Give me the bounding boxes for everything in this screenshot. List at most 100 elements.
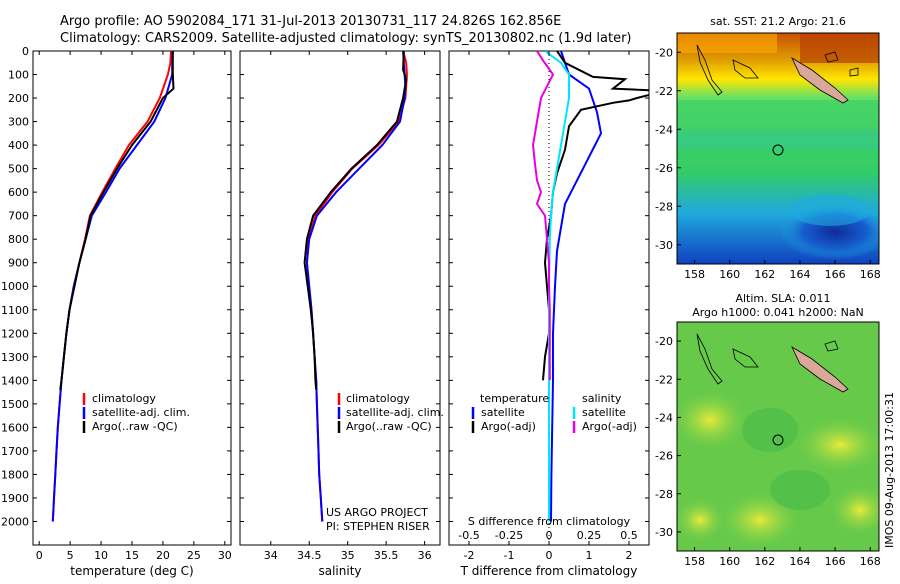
sla-map-ticks: 158 160 162 164 166 168 -20 -22 -24 -26 -28 -30 <box>655 335 881 568</box>
map-y-tick-label: -26 <box>655 162 673 175</box>
depth-tick-label: 100 <box>8 69 29 82</box>
legend-label-argo: Argo(..raw -QC) <box>92 420 178 433</box>
depth-tick-label: 700 <box>8 210 29 223</box>
depth-tick-label: 900 <box>8 257 29 270</box>
x-tick-label: 0 <box>36 549 43 562</box>
legend-label-climatology: climatology <box>346 392 410 405</box>
depth-tick-label: 1900 <box>1 492 29 505</box>
title-line-2: Climatology: CARS2009. Satellite-adjuste… <box>60 31 632 46</box>
depth-tick-label: 300 <box>8 116 29 129</box>
map-x-tick-label: 160 <box>719 555 740 568</box>
sst-map-axes <box>676 32 880 265</box>
depth-tick-label: 1300 <box>1 351 29 364</box>
x-tick-label: 20 <box>156 549 170 562</box>
temperature-xticks: 0 5 10 15 20 25 30 <box>36 51 232 562</box>
argo-location-marker <box>772 144 784 156</box>
map-x-tick-label: 160 <box>719 268 740 281</box>
map-y-tick-label: -22 <box>655 373 673 386</box>
x-tick-label: 5 <box>67 549 74 562</box>
x-tick-label: 2 <box>626 549 633 562</box>
series-line-argo <box>59 51 175 390</box>
x-tick-label: 15 <box>125 549 139 562</box>
depth-tick-label: 1600 <box>1 421 29 434</box>
x-tick-label: 30 <box>218 549 232 562</box>
legend-label-satellite: satellite-adj. clim. <box>92 406 190 419</box>
difference-legend: temperature satellite Argo(-adj) salinit… <box>471 392 637 433</box>
depth-tick-label: 1500 <box>1 398 29 411</box>
depth-tick-label: 500 <box>8 163 29 176</box>
temperature-xlabel: temperature (deg C) <box>70 564 193 578</box>
x-tick-label: -1 <box>504 549 515 562</box>
salinity-xlabel: salinity <box>318 564 361 578</box>
sst-map-image <box>677 33 879 264</box>
legend-label-climatology: climatology <box>92 392 156 405</box>
temperature-legend: climatology satellite-adj. clim. Argo(..… <box>82 392 190 433</box>
legend-heading-temperature: temperature <box>480 392 549 405</box>
x2-tick-label: 0.5 <box>620 529 638 542</box>
sla-map-subtitle: Argo h1000: 0.041 h2000: NaN <box>692 306 864 319</box>
map-y-tick-label: -26 <box>655 450 673 463</box>
x-tick-label: -2 <box>464 549 475 562</box>
difference-lines <box>531 51 649 545</box>
salinity-axes <box>239 50 441 546</box>
map-y-tick-label: -28 <box>655 488 673 501</box>
x-tick-label: 0 <box>546 549 553 562</box>
legend-label-argo: Argo(..raw -QC) <box>346 420 432 433</box>
map-x-tick-label: 158 <box>684 555 705 568</box>
map-x-tick-label: 168 <box>860 268 881 281</box>
x-tick-label: 1 <box>586 549 593 562</box>
x-tick-label: 36 <box>418 549 432 562</box>
depth-tick-label: 1700 <box>1 445 29 458</box>
legend-label-s-satellite: satellite <box>582 406 626 419</box>
map-x-tick-label: 164 <box>789 555 810 568</box>
depth-ticks: 0 100 200 300 400 500 600 700 800 900 1000 1100 1200… <box>1 45 649 528</box>
sla-map-title: Altim. SLA: 0.011 <box>735 292 830 305</box>
map-y-tick-label: -20 <box>655 335 673 348</box>
x2-tick-label: 0.25 <box>577 529 602 542</box>
x-tick-label: 35.5 <box>374 549 399 562</box>
salinity-xticks: 34 34.5 35 35.5 36 <box>264 51 432 562</box>
x-tick-label: 10 <box>94 549 108 562</box>
map-y-tick-label: -24 <box>655 123 673 136</box>
series-line-satellite <box>305 51 407 522</box>
island-new-caledonia <box>791 56 849 104</box>
depth-tick-label: 1000 <box>1 280 29 293</box>
project-label: US ARGO PROJECT <box>326 506 428 519</box>
sst-map-title: sat. SST: 21.2 Argo: 21.6 <box>710 15 846 28</box>
depth-tick-label: 0 <box>22 45 29 58</box>
map-x-tick-label: 166 <box>825 555 846 568</box>
x2-tick-label: 0 <box>546 529 553 542</box>
salinity-lines <box>303 51 408 522</box>
argo-location-marker <box>772 434 784 446</box>
map-x-tick-label: 168 <box>860 555 881 568</box>
map-x-tick-label: 164 <box>789 268 810 281</box>
series-line-s-argo <box>531 51 555 381</box>
map-y-tick-label: -20 <box>655 46 673 59</box>
series-line-satellite <box>51 51 174 522</box>
reef-outline <box>732 59 759 79</box>
legend-label-s-argo: Argo(-adj) <box>582 420 637 433</box>
legend-label-t-satellite: satellite <box>481 406 525 419</box>
legend-heading-salinity: salinity <box>582 392 622 405</box>
series-line-climatology <box>305 51 408 522</box>
map-y-tick-label: -22 <box>655 85 673 98</box>
depth-tick-label: 1100 <box>1 304 29 317</box>
series-line-t-argo <box>542 51 649 381</box>
series-line-argo <box>303 51 408 390</box>
x2-tick-label: -0.5 <box>458 529 479 542</box>
legend-label-satellite: satellite-adj. clim. <box>346 406 444 419</box>
x-tick-label: 25 <box>187 549 201 562</box>
depth-tick-label: 800 <box>8 233 29 246</box>
series-line-t-satellite <box>550 51 603 522</box>
footer-stamp: IMOS 09-Aug-2013 17:00:31 <box>883 392 896 548</box>
depth-tick-label: 200 <box>8 92 29 105</box>
temperature-lines <box>51 51 175 522</box>
map-x-tick-label: 166 <box>825 268 846 281</box>
difference-xlabel: T difference from climatology <box>460 564 638 578</box>
sst-map-ticks: 158 160 162 164 166 168 -20 -22 -24 -26 -28 -30 <box>655 46 881 281</box>
x-tick-label: 34.5 <box>297 549 322 562</box>
temperature-axes <box>32 50 232 546</box>
sla-map-axes <box>676 321 880 552</box>
map-y-tick-label: -30 <box>655 526 673 539</box>
depth-tick-label: 400 <box>8 139 29 152</box>
